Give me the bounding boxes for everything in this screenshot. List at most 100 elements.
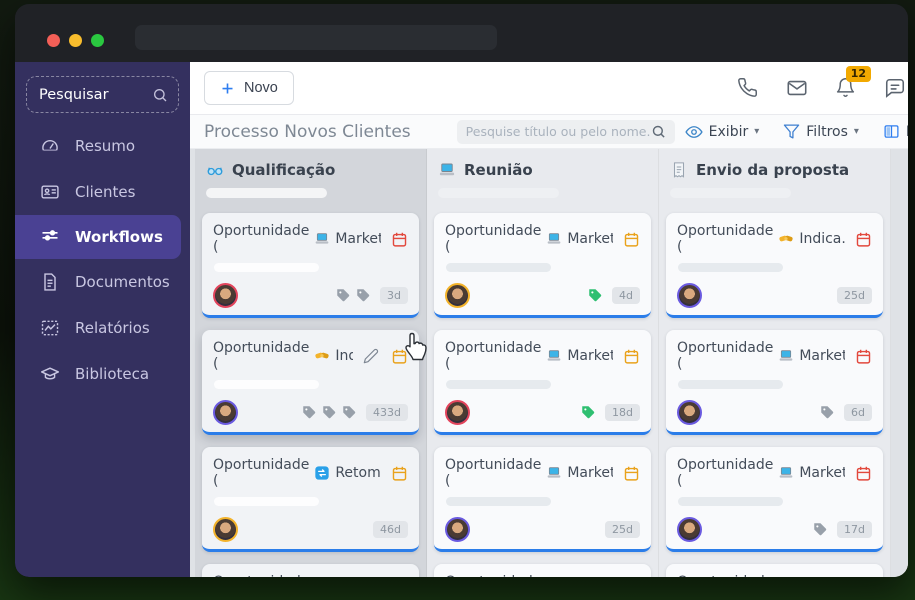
sidebar-item-workflows[interactable]: Workflows <box>15 215 181 259</box>
minimize-window-icon[interactable] <box>69 34 82 47</box>
kanban-card[interactable]: Oportunidade ( Market... 18d <box>434 330 651 435</box>
calendar-icon[interactable] <box>623 231 640 248</box>
chevron-down-icon: ▾ <box>754 126 760 137</box>
card-title-prefix: Oportunidade ( <box>213 457 310 489</box>
filters-control[interactable]: Filtros ▾ <box>783 123 859 140</box>
days-badge: 17d <box>837 521 872 538</box>
view-control[interactable]: Exibir ▾ <box>685 123 760 141</box>
column-title: Envio da proposta <box>696 161 850 179</box>
sidebar-item-documentos[interactable]: Documentos <box>15 259 190 305</box>
days-badge: 25d <box>605 521 640 538</box>
sidebar-item-label: Resumo <box>75 137 136 155</box>
tag-icon <box>813 522 828 537</box>
id-card-icon <box>40 182 60 202</box>
app-window: Pesquisar Resumo Clientes Workflows Documen… <box>15 4 908 577</box>
laptop-icon <box>546 465 562 481</box>
card-text-skeleton <box>678 497 784 506</box>
sidebar-search-placeholder: Pesquisar <box>39 86 109 103</box>
new-button-label: Novo <box>244 80 278 96</box>
calendar-icon[interactable] <box>855 465 872 482</box>
kanban-card[interactable]: Oportunidade ( Market... 25d <box>434 447 651 552</box>
phone-icon[interactable] <box>737 77 759 99</box>
kanban-board: Qualificação Oportunidade ( Market... 3d… <box>190 149 908 577</box>
board-search-placeholder: Pesquise título ou pelo nome... <box>465 124 651 139</box>
days-badge: 433d <box>366 404 408 421</box>
calendar-icon[interactable] <box>855 348 872 365</box>
card-title-prefix: Oportunidade ( <box>445 223 542 255</box>
card-title-prefix: Oportunidade ( <box>677 223 774 255</box>
sidebar: Pesquisar Resumo Clientes Workflows Documen… <box>15 62 190 577</box>
card-title-prefix: Oportunidade ( <box>213 223 310 255</box>
tag-icon <box>588 288 603 303</box>
sidebar-item-label: Biblioteca <box>75 365 150 383</box>
new-button[interactable]: Novo <box>204 71 294 105</box>
close-window-icon[interactable] <box>47 34 60 47</box>
column-subtitle-skeleton <box>438 188 560 198</box>
eye-icon <box>685 123 703 141</box>
column-header: Reunião <box>434 154 651 208</box>
column-subtitle-skeleton <box>670 188 792 198</box>
kanban-column: Envio da proposta Oportunidade ( Indica.… <box>659 149 891 577</box>
avatar <box>213 400 238 425</box>
proposal-doc-icon <box>670 161 688 179</box>
card-title: Market... <box>799 465 845 481</box>
days-badge: 4d <box>612 287 640 304</box>
laptop-icon <box>546 231 562 247</box>
kanban-card[interactable]: Oportunidade ( Indica... 433d <box>202 330 419 435</box>
card-text-skeleton <box>678 380 784 389</box>
plus-icon <box>220 81 235 96</box>
kanban-card[interactable]: Oportunidade ( Retom... 46d <box>202 447 419 552</box>
maximize-window-icon[interactable] <box>91 34 104 47</box>
card-title: Retom... <box>335 465 381 481</box>
search-icon <box>152 87 168 103</box>
workflow-title: Processo Novos Clientes <box>204 121 411 142</box>
sidebar-item-resumo[interactable]: Resumo <box>15 123 190 169</box>
sidebar-item-relatórios[interactable]: Relatórios <box>15 305 190 351</box>
column-header: Envio da proposta <box>666 154 883 208</box>
laptop-icon <box>778 465 794 481</box>
sidebar-item-clientes[interactable]: Clientes <box>15 169 190 215</box>
avatar <box>213 517 238 542</box>
workflow-header: Processo Novos Clientes Pesquise título … <box>190 115 908 149</box>
calendar-icon[interactable] <box>623 348 640 365</box>
kanban-card[interactable]: Oportunidade ( Market... 3d <box>202 564 419 577</box>
card-text-skeleton <box>678 263 784 272</box>
calendar-icon[interactable] <box>855 231 872 248</box>
bell-icon[interactable]: 12 <box>835 66 871 99</box>
calendar-icon[interactable] <box>391 465 408 482</box>
chart-icon <box>40 318 60 338</box>
calendar-icon[interactable] <box>623 465 640 482</box>
calendar-icon[interactable] <box>391 231 408 248</box>
kanban-card[interactable]: Oportunidade ( Market... 4d <box>434 213 651 318</box>
sidebar-item-label: Workflows <box>75 228 163 246</box>
board-search-input[interactable]: Pesquise título ou pelo nome... <box>456 119 675 144</box>
kanban-card[interactable]: Oportunidade ( Market... 6d <box>666 330 883 435</box>
chat-icon[interactable] <box>884 77 906 99</box>
calendar-icon[interactable] <box>391 348 408 365</box>
card-title-prefix: Oportunidade ( <box>445 457 542 489</box>
sidebar-item-biblioteca[interactable]: Biblioteca <box>15 351 190 397</box>
pencil-icon[interactable] <box>363 348 379 364</box>
tag-icon <box>581 405 596 420</box>
kanban-card[interactable]: Oportunidade ( Market... 3d <box>202 213 419 318</box>
kanban-card[interactable]: Oportunidade ( Indica... 25d <box>666 213 883 318</box>
address-bar[interactable] <box>135 25 497 50</box>
avatar <box>445 283 470 308</box>
funnel-view-control[interactable]: Funil <box>883 123 908 140</box>
sidebar-item-label: Documentos <box>75 273 170 291</box>
column-title: Qualificação <box>232 161 336 179</box>
mail-icon[interactable] <box>786 77 808 99</box>
card-text-skeleton <box>446 380 552 389</box>
grad-cap-icon <box>40 364 60 384</box>
handshake-icon <box>314 348 330 364</box>
kanban-card[interactable]: Oportunidade ( Retom... 6d <box>434 564 651 577</box>
kanban-card[interactable]: Oportunidade ( Retom... 10d <box>666 564 883 577</box>
avatar <box>677 517 702 542</box>
card-text-skeleton <box>214 263 320 272</box>
kanban-card[interactable]: Oportunidade ( Market... 17d <box>666 447 883 552</box>
handshake-icon <box>778 231 794 247</box>
gauge-icon <box>40 136 60 156</box>
card-text-skeleton <box>214 380 320 389</box>
sidebar-search-input[interactable]: Pesquisar <box>26 76 179 113</box>
